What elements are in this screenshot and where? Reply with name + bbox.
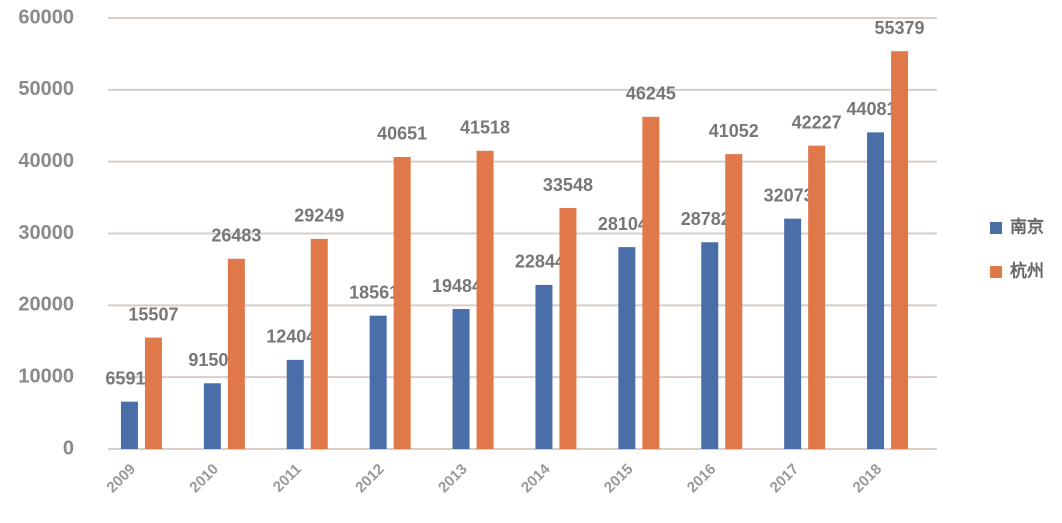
value-label: 22844 bbox=[515, 252, 565, 272]
value-label: 28104 bbox=[598, 214, 648, 234]
legend-swatch bbox=[990, 222, 1002, 234]
value-label: 6591 bbox=[105, 368, 145, 388]
bar bbox=[310, 238, 328, 449]
legend-swatch bbox=[990, 266, 1002, 278]
y-tick-label: 0 bbox=[63, 437, 74, 459]
x-tick-label: 2014 bbox=[518, 460, 554, 496]
x-tick-label: 2017 bbox=[767, 461, 803, 497]
value-label: 41052 bbox=[709, 121, 759, 141]
value-label: 46245 bbox=[626, 84, 676, 104]
x-tick-label: 2010 bbox=[186, 461, 222, 497]
x-tick-label: 2012 bbox=[352, 461, 388, 497]
value-label: 19484 bbox=[432, 276, 482, 296]
value-label: 44081 bbox=[847, 99, 897, 119]
x-tick-label: 2018 bbox=[850, 461, 886, 497]
bar bbox=[393, 156, 411, 450]
y-tick-label: 60000 bbox=[18, 6, 74, 28]
value-label: 40651 bbox=[377, 124, 427, 144]
bar bbox=[227, 258, 245, 449]
bar bbox=[618, 247, 636, 449]
value-label: 15507 bbox=[128, 304, 178, 324]
x-tick-label: 2016 bbox=[684, 461, 720, 497]
y-tick-label: 30000 bbox=[18, 222, 74, 244]
y-tick-label: 10000 bbox=[18, 365, 74, 387]
bar bbox=[452, 309, 470, 449]
value-label: 9150 bbox=[188, 350, 228, 370]
bar bbox=[144, 337, 162, 449]
x-tick-label: 2013 bbox=[435, 461, 471, 497]
y-tick-label: 40000 bbox=[18, 150, 74, 172]
value-label: 32073 bbox=[764, 185, 814, 205]
y-tick-label: 20000 bbox=[18, 294, 74, 316]
bar bbox=[476, 150, 494, 449]
value-label: 26483 bbox=[211, 226, 261, 246]
bar bbox=[725, 154, 743, 449]
value-label: 12404 bbox=[266, 327, 316, 347]
value-label: 33548 bbox=[543, 175, 593, 195]
value-label: 55379 bbox=[875, 18, 925, 38]
value-label: 29249 bbox=[294, 206, 344, 226]
bar bbox=[286, 359, 304, 449]
bar bbox=[369, 315, 387, 449]
bar bbox=[867, 132, 885, 449]
bar bbox=[808, 145, 826, 450]
value-label: 41518 bbox=[460, 118, 510, 138]
x-tick-label: 2015 bbox=[601, 461, 637, 497]
bar bbox=[891, 51, 909, 449]
x-tick-label: 2009 bbox=[103, 461, 139, 497]
bar bbox=[701, 242, 719, 449]
bar bbox=[642, 116, 660, 449]
bar bbox=[203, 383, 221, 449]
bar bbox=[120, 401, 138, 449]
x-tick-label: 2011 bbox=[270, 461, 305, 496]
y-tick-label: 50000 bbox=[18, 78, 74, 100]
bar bbox=[535, 284, 553, 449]
legend-label: 南京 bbox=[1010, 216, 1044, 236]
value-label: 42227 bbox=[792, 112, 842, 132]
value-label: 28782 bbox=[681, 209, 731, 229]
value-label: 18561 bbox=[349, 282, 399, 302]
bar bbox=[784, 218, 802, 449]
bar bbox=[559, 208, 577, 449]
legend-label: 杭州 bbox=[1010, 260, 1044, 280]
